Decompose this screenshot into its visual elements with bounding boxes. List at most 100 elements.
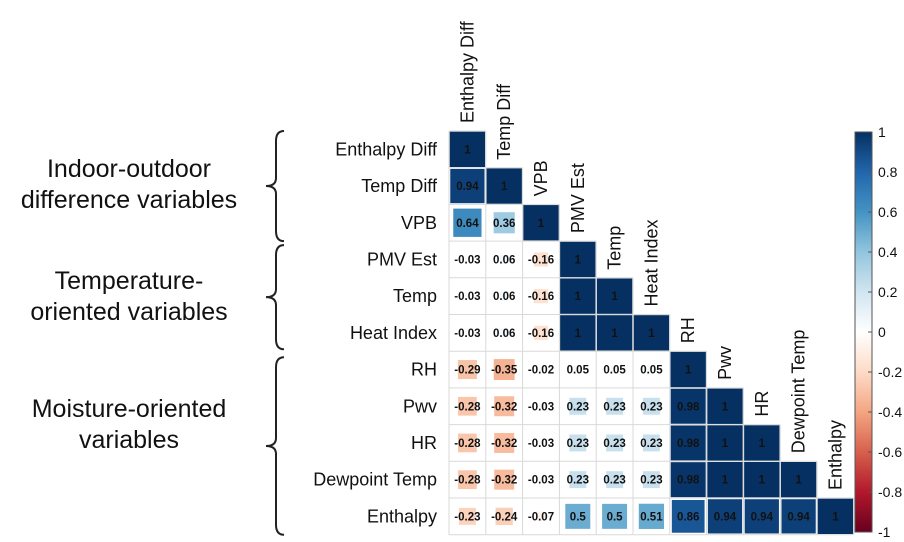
- row-label-vpb: VPB: [401, 213, 437, 233]
- cell-square: [780, 461, 817, 498]
- cell-value-label: -0.03: [528, 401, 554, 413]
- row-label-heat-index: Heat Index: [350, 323, 437, 343]
- colorbar-tick-label: -0.8: [878, 484, 902, 500]
- cell-square: [499, 255, 509, 264]
- cell-square: [633, 315, 670, 351]
- cell-value-label: 0.23: [603, 475, 625, 487]
- cell-square: [457, 360, 477, 380]
- row-label-temp: Temp: [393, 286, 437, 306]
- cell-value-label: 1: [611, 328, 618, 340]
- cell-square: [610, 365, 619, 374]
- brace-indoor-outdoor: [265, 130, 285, 243]
- brace-temperature: [265, 244, 285, 351]
- column-label-rh: RH: [678, 317, 698, 343]
- row-label-enthalpy-diff: Enthalpy Diff: [335, 139, 438, 159]
- cell-square: [817, 498, 854, 535]
- cell-square: [670, 351, 706, 388]
- group-label-line1: Moisture-oriented: [31, 395, 227, 423]
- cell-value-label: 1: [759, 475, 766, 487]
- cell-square: [569, 397, 587, 415]
- cell-square: [569, 471, 587, 489]
- cell-square: [647, 365, 656, 374]
- cell-value-label: -0.03: [454, 291, 480, 303]
- group-label-line2: oriented variables: [30, 298, 228, 326]
- cell-square: [537, 476, 545, 483]
- cell-square: [638, 503, 665, 529]
- cell-square: [707, 499, 743, 534]
- cell-value-label: -0.35: [491, 365, 518, 377]
- column-label-enthalpy: Enthalpy: [825, 420, 845, 490]
- cell-square: [565, 503, 591, 529]
- cell-value-label: 0.23: [567, 475, 589, 487]
- cell-square: [642, 434, 660, 452]
- cell-value-label: 1: [722, 401, 729, 413]
- row-label-pmv-est: PMV Est: [367, 249, 437, 269]
- cell-square: [744, 499, 779, 534]
- cell-value-label: 0.64: [456, 218, 479, 230]
- cell-square: [569, 434, 587, 452]
- cell-square: [495, 507, 513, 526]
- column-label-pmv-est: PMV Est: [568, 163, 588, 233]
- colorbar-tick-label: 0.6: [878, 204, 898, 220]
- cell-square: [486, 168, 522, 204]
- cell-square: [573, 365, 582, 374]
- cell-value-label: -0.07: [528, 511, 554, 523]
- cell-value-label: 0.5: [570, 511, 587, 523]
- cell-square: [537, 403, 545, 410]
- cell-value-label: 0.86: [677, 511, 699, 523]
- column-label-vpb: VPB: [531, 160, 551, 196]
- cell-square: [533, 325, 549, 340]
- cell-square: [781, 499, 816, 534]
- cell-square: [560, 278, 596, 314]
- cell-square: [560, 315, 596, 351]
- cell-value-label: -0.16: [528, 254, 554, 266]
- cell-value-label: -0.32: [491, 438, 517, 450]
- cell-value-label: 0.23: [640, 401, 662, 413]
- row-label-hr: HR: [411, 433, 437, 453]
- cell-square: [458, 433, 477, 453]
- cell-square: [538, 367, 544, 373]
- cell-value-label: 0.36: [493, 218, 515, 230]
- column-label-enthalpy-diff: Enthalpy Diff: [457, 20, 477, 123]
- cell-value-label: 0.23: [603, 438, 625, 450]
- cell-value-label: 1: [832, 511, 839, 523]
- row-label-pwv: Pwv: [403, 396, 437, 416]
- group-label-line1: Temperature-: [54, 267, 204, 295]
- cell-value-label: 0.51: [640, 511, 663, 523]
- cell-value-label: 0.23: [567, 401, 589, 413]
- cell-square: [494, 396, 515, 417]
- cell-square: [537, 439, 545, 447]
- cell-square: [602, 503, 628, 529]
- cell-value-label: -0.28: [454, 475, 481, 487]
- cell-square: [523, 205, 559, 241]
- cell-value-label: 0.5: [607, 511, 624, 523]
- cell-value-label: 0.94: [456, 181, 479, 193]
- cell-square: [464, 329, 471, 336]
- cell-value-label: -0.24: [491, 511, 518, 523]
- cell-value-label: -0.28: [454, 401, 481, 413]
- cell-value-label: 0.23: [603, 401, 625, 413]
- cell-value-label: -0.02: [528, 365, 554, 377]
- column-label-hr: HR: [752, 391, 772, 417]
- cell-square: [493, 212, 515, 234]
- group-label-line1: Indoor-outdoor: [46, 155, 211, 183]
- cell-value-label: 1: [611, 291, 618, 303]
- row-label-enthalpy: Enthalpy: [367, 506, 437, 526]
- cell-square: [533, 252, 549, 267]
- cell-square: [606, 471, 624, 489]
- cell-square: [670, 388, 706, 424]
- group-label-line2: difference variables: [20, 186, 238, 214]
- group-label-line2: variables: [78, 426, 180, 454]
- row-label-dewpoint-temp: Dewpoint Temp: [313, 470, 437, 490]
- cell-square: [671, 499, 705, 533]
- cell-square: [606, 434, 624, 452]
- cell-value-label: 1: [575, 254, 582, 266]
- cell-value-label: 1: [538, 218, 545, 230]
- cell-square: [707, 461, 743, 498]
- cell-value-label: 0.98: [677, 401, 700, 413]
- cell-value-label: 0.94: [787, 511, 810, 523]
- cell-value-label: -0.03: [528, 438, 554, 450]
- cell-value-label: 1: [722, 475, 729, 487]
- row-label-rh: RH: [411, 360, 437, 380]
- cell-value-label: 0.05: [567, 365, 590, 377]
